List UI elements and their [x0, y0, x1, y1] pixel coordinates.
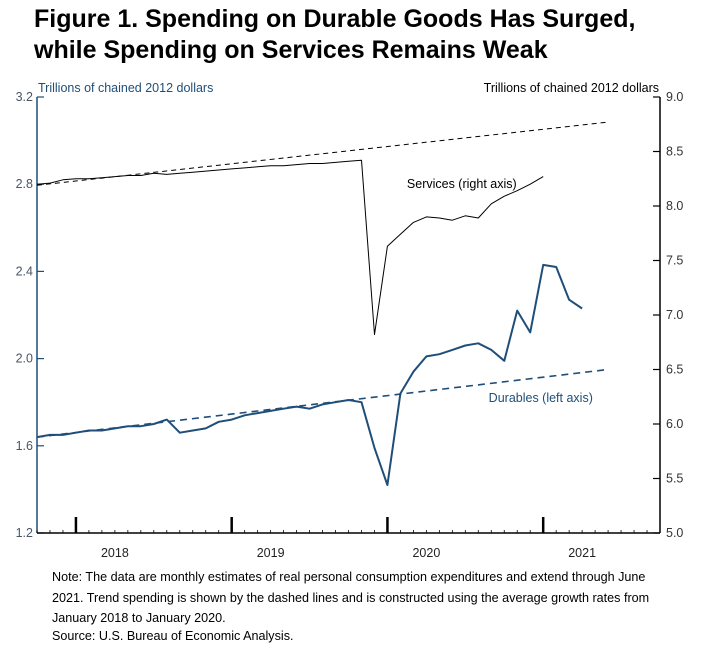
left-axis-tick-label: 3.2 [16, 90, 33, 104]
chart-axes: 1.2 1.6 2.0 2.4 2.8 3.2 5.0 5.5 6.0 6.5 7.0 7.5 8.0 8… [16, 90, 684, 560]
right-axis-tick-label: 6.0 [666, 417, 683, 431]
chart-title: Figure 1. Spending on Durable Goods Has … [34, 4, 694, 66]
left-axis-tick-label: 2.0 [16, 352, 33, 366]
right-axis-tick-label: 8.5 [666, 145, 683, 159]
x-axis-year-label: 2021 [568, 546, 596, 560]
right-axis-tick-label: 5.0 [666, 526, 683, 540]
left-axis-label: Trillions of chained 2012 dollars [38, 81, 213, 95]
x-axis-year-label: 2019 [257, 546, 285, 560]
x-axis-year-label: 2018 [101, 546, 129, 560]
left-axis-tick-label: 2.4 [16, 264, 33, 278]
chart-title-line-2: while Spending on Services Remains Weak [34, 36, 548, 64]
chart-title-line-1: Figure 1. Spending on Durable Goods Has … [34, 5, 636, 33]
series-services-trend [36, 121, 609, 186]
left-axis-tick-label: 2.8 [16, 177, 33, 191]
source-text: Source: U.S. Bureau of Economic Analysis… [52, 629, 294, 643]
left-axis-tick-label: 1.2 [16, 526, 33, 540]
series-durables-left-axis [36, 263, 583, 486]
right-axis-tick-label: 8.0 [666, 199, 683, 213]
right-axis-tick-label: 9.0 [666, 90, 683, 104]
chart-labels: Trillions of chained 2012 dollars Trillio… [38, 81, 659, 405]
right-axis-label: Trillions of chained 2012 dollars [484, 81, 659, 95]
right-axis-tick-label: 6.5 [666, 363, 683, 377]
series-label-services-right-axis: Services (right axis) [407, 177, 517, 191]
x-axis-year-label: 2020 [412, 546, 440, 560]
series-label-durables-left-axis: Durables (left axis) [489, 391, 593, 405]
note-text: Note: The data are monthly estimates of … [52, 570, 650, 625]
chart-note: Note: The data are monthly estimates of … [34, 567, 674, 629]
right-axis-tick-label: 7.0 [666, 308, 683, 322]
chart-series [36, 121, 609, 486]
right-axis-tick-label: 5.5 [666, 472, 683, 486]
right-axis-tick-label: 7.5 [666, 254, 683, 268]
left-axis-tick-label: 1.6 [16, 439, 33, 453]
